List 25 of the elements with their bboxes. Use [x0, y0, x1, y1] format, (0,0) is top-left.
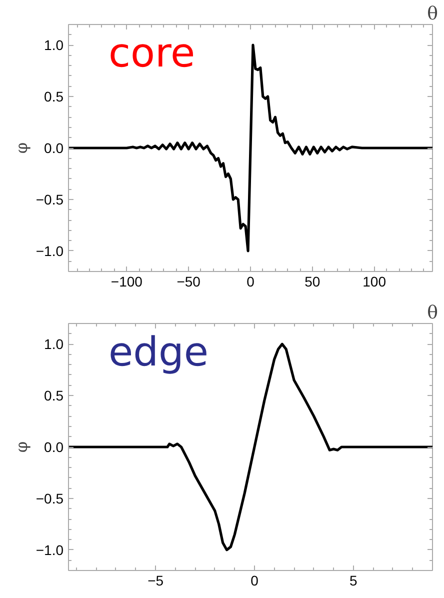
- x-tick-label: −5: [148, 572, 164, 588]
- y-axis-title: φ: [12, 142, 31, 154]
- y-tick-label: 1.0: [44, 336, 64, 352]
- y-tick-label: 0.5: [44, 388, 64, 404]
- x-axis-title: θ: [427, 4, 438, 24]
- x-tick-label: −50: [176, 274, 201, 290]
- x-tick-label: 5: [349, 572, 358, 588]
- y-tick-label: 0.0: [44, 439, 64, 455]
- y-tick-label: −0.5: [36, 191, 64, 208]
- y-axis-title: φ: [12, 441, 31, 453]
- x-tick-label: 50: [304, 274, 320, 290]
- y-tick-label: −1.0: [36, 242, 64, 259]
- y-tick-label: 0.5: [44, 88, 64, 105]
- annotation: core: [108, 30, 196, 76]
- annotation: edge: [108, 330, 208, 376]
- x-tick-label: 0: [250, 572, 259, 588]
- y-tick-label: −1.0: [36, 542, 64, 558]
- y-tick-label: 0.0: [44, 140, 64, 156]
- x-tick-label: 0: [246, 274, 255, 290]
- y-tick-label: −0.5: [36, 490, 64, 506]
- x-tick-label: 100: [362, 274, 386, 290]
- x-tick-label: −100: [110, 274, 143, 290]
- y-tick-label: 1.0: [44, 37, 64, 54]
- x-axis-title: θ: [427, 302, 438, 324]
- line-series: [68, 44, 432, 252]
